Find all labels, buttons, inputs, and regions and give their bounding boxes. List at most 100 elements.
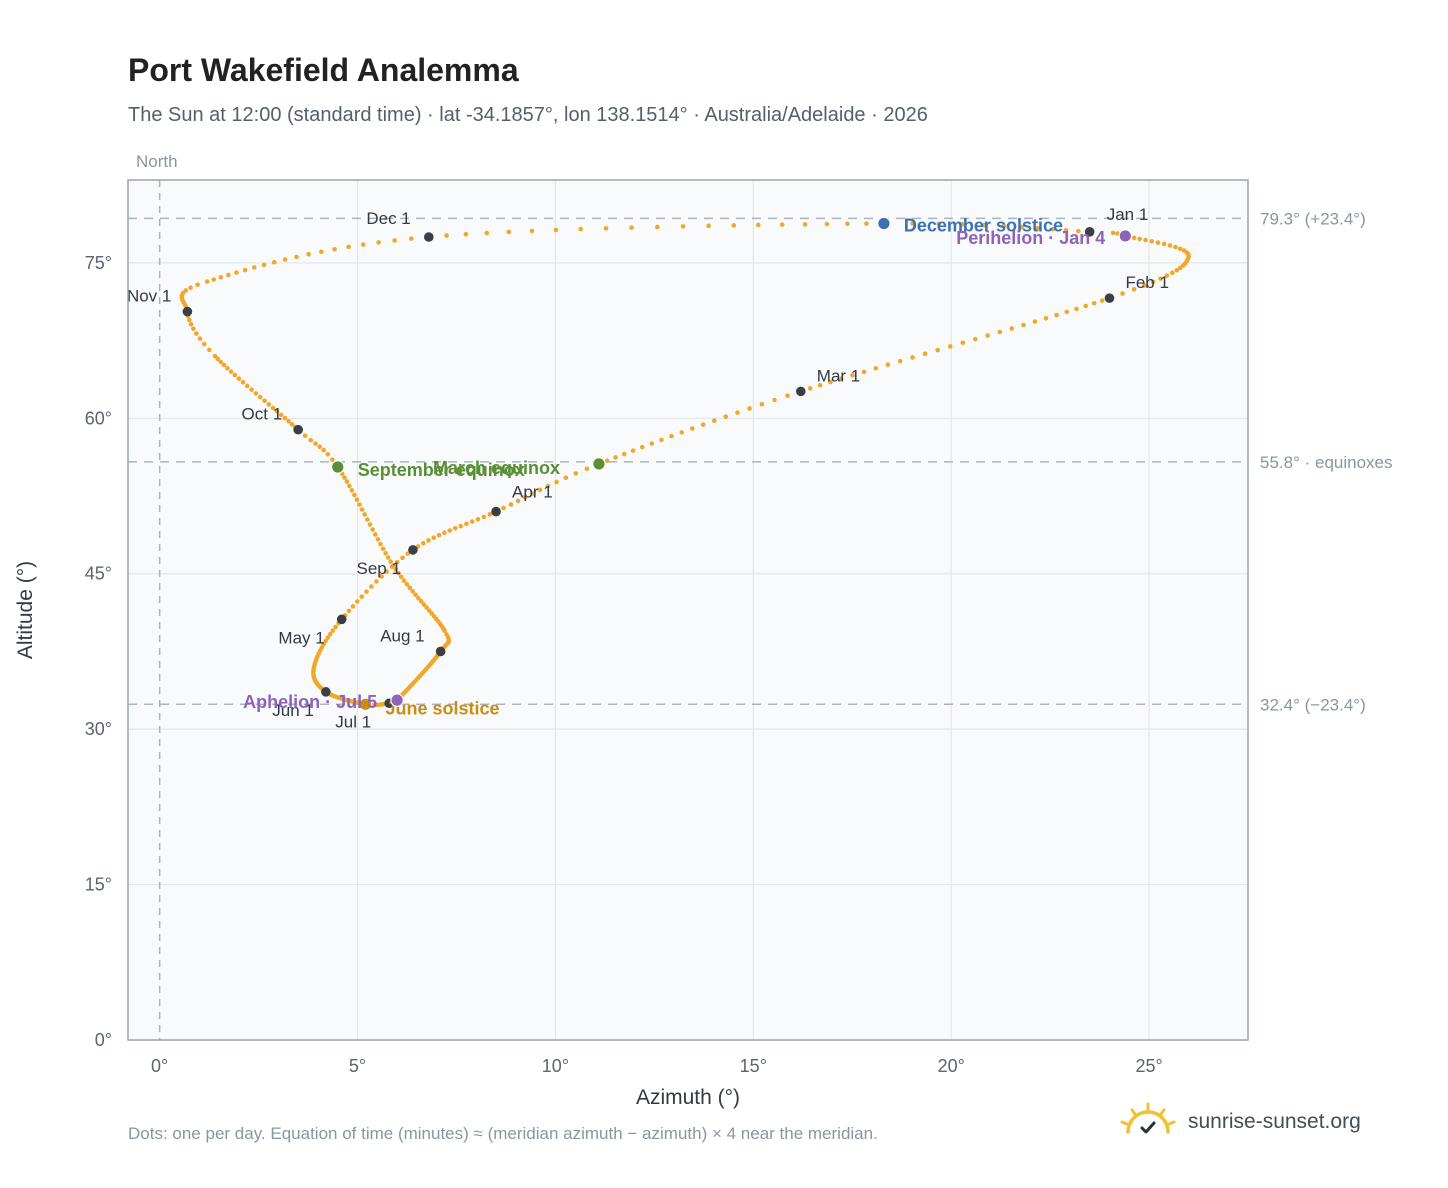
daily-sun-dot [401,578,407,583]
daily-sun-dot [554,479,559,485]
daily-sun-dot [1110,230,1116,236]
daily-sun-dot [630,448,636,453]
daily-sun-dot [282,257,288,262]
daily-sun-dot [431,535,437,540]
daily-sun-dot [1177,246,1183,252]
daily-sun-dot [236,376,242,381]
daily-sun-dot [604,458,610,464]
daily-sun-dot [342,475,347,480]
chart-title: Port Wakefield Analemma [128,52,519,88]
sun-check-icon [1120,1102,1176,1134]
daily-sun-dot [712,418,717,423]
daily-sun-dot [629,225,634,230]
daily-sun-dot [410,589,415,594]
daily-sun-dot [690,426,695,431]
daily-sun-dot [484,230,490,236]
daily-sun-dot [1150,279,1156,285]
daily-sun-dot [409,236,414,241]
month-marker-dot [293,424,303,435]
daily-sun-dot [442,530,447,536]
daily-sun-dot [584,466,590,472]
daily-sun-dot [817,382,823,388]
daily-sun-dot [1155,240,1161,245]
daily-sun-dot [344,479,350,484]
daily-sun-dot [426,538,431,543]
daily-sun-dot [680,224,686,229]
daily-sun-dot [354,497,360,503]
daily-sun-dot [1043,315,1049,321]
daily-sun-dot [1149,238,1155,244]
daily-sun-dot [188,321,194,327]
daily-sun-dot [1131,235,1137,241]
daily-sun-dot [394,559,400,565]
daily-sun-dot [838,376,844,381]
daily-sun-dot [828,379,833,385]
x-tick-label: 25° [1135,1056,1162,1076]
daily-sun-dot [390,563,396,568]
daily-sun-dot [234,270,239,275]
daily-sun-dot [212,353,218,359]
month-marker-label: Feb 1 [1125,273,1168,292]
daily-sun-dot [1019,224,1025,230]
daily-sun-dot [747,406,752,411]
daily-sun-dot [218,275,224,280]
daily-sun-dot [226,272,231,278]
daily-sun-dot [319,249,324,255]
daily-sun-dot [487,512,493,517]
daily-sun-dot [251,265,257,270]
daily-sun-dot [204,279,210,284]
daily-sun-dot [1141,283,1147,288]
daily-sun-dot [897,358,903,364]
daily-sun-dot [244,383,250,389]
daily-sun-dot [376,240,381,245]
month-marker-dot [336,614,347,625]
daily-sun-dot [452,525,458,531]
daily-sun-dot [327,631,333,637]
event-marker-dot [330,460,345,474]
daily-sun-dot [807,386,813,391]
daily-sun-dot [378,541,383,547]
daily-sun-dot [228,369,234,374]
daily-sun-dot [1137,236,1142,242]
daily-sun-dot [553,227,559,233]
event-marker-dot [390,693,404,707]
daily-sun-dot [659,437,664,443]
daily-sun-dot [330,628,336,633]
daily-sun-dot [407,585,413,591]
daily-sun-dot [384,569,390,574]
daily-sun-dot [1054,312,1059,318]
reference-line-label: 55.8° · equinoxes [1260,453,1393,472]
daily-sun-dot [779,222,785,227]
daily-sun-dot [332,246,337,252]
daily-sun-dot [421,602,427,607]
daily-sun-dot [365,517,370,522]
daily-sun-dot [218,359,223,365]
y-tick-label: 0° [95,1030,112,1050]
x-tick-label: 5° [349,1056,366,1076]
event-marker-label: March equinox [433,458,560,478]
daily-sun-dot [1074,306,1079,312]
daily-sun-dot [413,592,418,598]
daily-sun-dot [261,262,267,268]
month-marker-label: Jul 1 [335,712,371,731]
daily-sun-dot [522,494,528,500]
daily-sun-dot [350,604,356,609]
daily-sun-dot [885,362,891,368]
daily-sun-dot [1143,237,1148,243]
brand[interactable]: sunrise-sunset.org [1120,1100,1361,1144]
daily-sun-dot [1021,322,1026,328]
daily-sun-dot [545,483,551,489]
daily-sun-dot [1001,223,1007,229]
daily-sun-dot [1120,291,1125,296]
daily-sun-dot [1009,326,1015,331]
brand-name: sunrise-sunset.org [1188,1110,1361,1133]
month-marker-label: Aug 1 [380,626,424,645]
daily-sun-dot [563,475,569,481]
daily-sun-dot [211,277,217,282]
daily-sun-dot [1063,227,1069,233]
daily-sun-dot [424,605,429,610]
daily-sun-dot [323,638,328,644]
daily-sun-dot [802,222,808,227]
event-marker-dot [592,457,606,471]
daily-sun-dot [266,402,272,407]
